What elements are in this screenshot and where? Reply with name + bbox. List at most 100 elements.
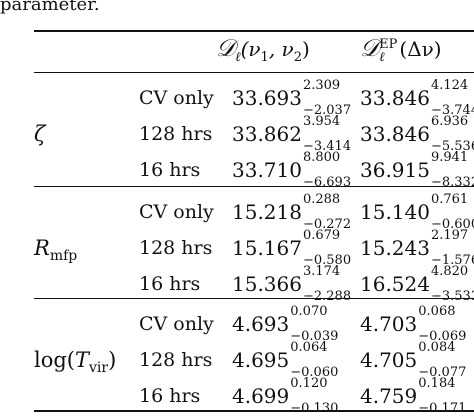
upper-error: 9.941 [430, 150, 469, 165]
lower-error: −0.039 [290, 329, 339, 344]
lower-error: −0.580 [302, 253, 352, 268]
header2-symbol: 𝒟 [360, 36, 380, 62]
table-cell-value: 4.695 0.064 −0.060 [232, 340, 338, 380]
parameter-subscript: vir [89, 360, 109, 377]
lower-error: −0.171 [418, 401, 467, 416]
error-bounds: 2.309 −2.037 [303, 78, 351, 118]
upper-error: 3.954 [302, 114, 341, 129]
table-cell-value: 33.693 2.309 −2.037 [232, 78, 351, 118]
header1-sub: ℓ [235, 50, 241, 65]
upper-error: 0.068 [418, 304, 456, 319]
central-value: 4.699 [232, 384, 290, 408]
table-bottom-rule [34, 410, 474, 412]
central-value: 33.710 [232, 158, 302, 182]
central-value: 4.705 [360, 348, 418, 372]
error-bounds: 6.936 −5.536 [431, 114, 474, 154]
central-value: 16.524 [360, 272, 430, 296]
upper-error: 0.084 [418, 340, 456, 355]
caption-fragment: parameter. [0, 0, 100, 15]
central-value: 36.915 [360, 158, 430, 182]
table-cell-value: 15.218 0.288 −0.272 [232, 192, 351, 232]
lower-error: −0.272 [302, 217, 352, 232]
error-bounds: 0.761 −0.600 [431, 192, 474, 232]
parameter-label: log(Tvir) [34, 348, 117, 375]
error-bounds: 9.941 −8.332 [431, 150, 474, 190]
lower-error: −3.414 [302, 139, 352, 154]
central-value: 33.862 [232, 122, 302, 146]
table-cell-value: 4.699 0.120 −0.130 [232, 376, 338, 416]
error-bounds: 4.124 −3.744 [431, 78, 474, 118]
parameter-label: ζ [34, 122, 45, 146]
error-bounds: 8.800 −6.693 [303, 150, 351, 190]
lower-error: −2.288 [302, 289, 352, 304]
lower-error: −0.060 [290, 365, 339, 380]
lower-error: −6.693 [302, 175, 352, 190]
table-top-rule [34, 30, 474, 32]
parameter-symbol: R [34, 236, 50, 260]
header1-arg2-sub: 2 [293, 50, 302, 65]
row-label: 16 hrs [139, 273, 201, 295]
central-value: 15.140 [360, 200, 430, 224]
row-label: CV only [139, 201, 214, 223]
parameter-subscript: mfp [49, 248, 78, 265]
upper-error: 4.820 [430, 264, 469, 279]
column-header-d-ell-ep: 𝒟 EP ℓ (Δν) [360, 36, 442, 64]
table-cell-value: 4.705 0.084 −0.077 [360, 340, 466, 380]
row-label: CV only [139, 87, 214, 109]
central-value: 4.703 [360, 312, 418, 336]
header2-args: (Δν) [399, 37, 442, 61]
error-bounds: 4.820 −3.533 [431, 264, 474, 304]
central-value: 33.846 [360, 86, 430, 110]
header1-args: (ν [240, 37, 261, 61]
upper-error: 4.124 [430, 78, 469, 93]
error-bounds: 0.120 −0.130 [290, 376, 338, 416]
parameter-suffix: ) [108, 348, 117, 372]
error-bounds: 0.068 −0.069 [418, 304, 466, 344]
table-cell-value: 33.862 3.954 −3.414 [232, 114, 351, 154]
table-cell-value: 15.366 3.174 −2.288 [232, 264, 351, 304]
central-value: 4.695 [232, 348, 290, 372]
group-rule-2 [34, 298, 474, 299]
table-cell-value: 15.167 0.679 −0.580 [232, 228, 351, 268]
column-header-d-ell: 𝒟ℓ(ν1, ν2) [216, 36, 310, 65]
error-bounds: 0.084 −0.077 [418, 340, 466, 380]
upper-error: 0.288 [302, 192, 341, 207]
lower-error: −3.533 [430, 289, 474, 304]
error-bounds: 3.174 −2.288 [303, 264, 351, 304]
group-rule-1 [34, 186, 474, 187]
central-value: 15.218 [232, 200, 302, 224]
table-cell-value: 33.710 8.800 −6.693 [232, 150, 351, 190]
upper-error: 2.309 [302, 78, 341, 93]
row-label: 128 hrs [139, 237, 213, 259]
header2-sub: ℓ [379, 49, 385, 65]
header1-symbol: 𝒟 [216, 36, 236, 62]
upper-error: 8.800 [302, 150, 341, 165]
upper-error: 0.064 [290, 340, 328, 355]
header2-sup: EP [379, 36, 398, 52]
error-bounds: 0.679 −0.580 [303, 228, 351, 268]
lower-error: −0.069 [418, 329, 467, 344]
error-bounds: 0.288 −0.272 [303, 192, 351, 232]
parameter-symbol: T [75, 348, 90, 372]
upper-error: 0.120 [290, 376, 328, 391]
lower-error: −3.744 [430, 103, 474, 118]
lower-error: −8.332 [430, 175, 474, 190]
error-bounds: 3.954 −3.414 [303, 114, 351, 154]
central-value: 4.759 [360, 384, 418, 408]
upper-error: 6.936 [430, 114, 469, 129]
error-bounds: 0.070 −0.039 [290, 304, 338, 344]
error-bounds: 0.064 −0.060 [290, 340, 338, 380]
row-label: 16 hrs [139, 385, 201, 407]
header1-sep: , ν [268, 37, 294, 61]
central-value: 15.366 [232, 272, 302, 296]
lower-error: −0.600 [430, 217, 474, 232]
row-label: CV only [139, 313, 214, 335]
central-value: 4.693 [232, 312, 290, 336]
error-bounds: 2.197 −1.576 [431, 228, 474, 268]
central-value: 15.167 [232, 236, 302, 260]
